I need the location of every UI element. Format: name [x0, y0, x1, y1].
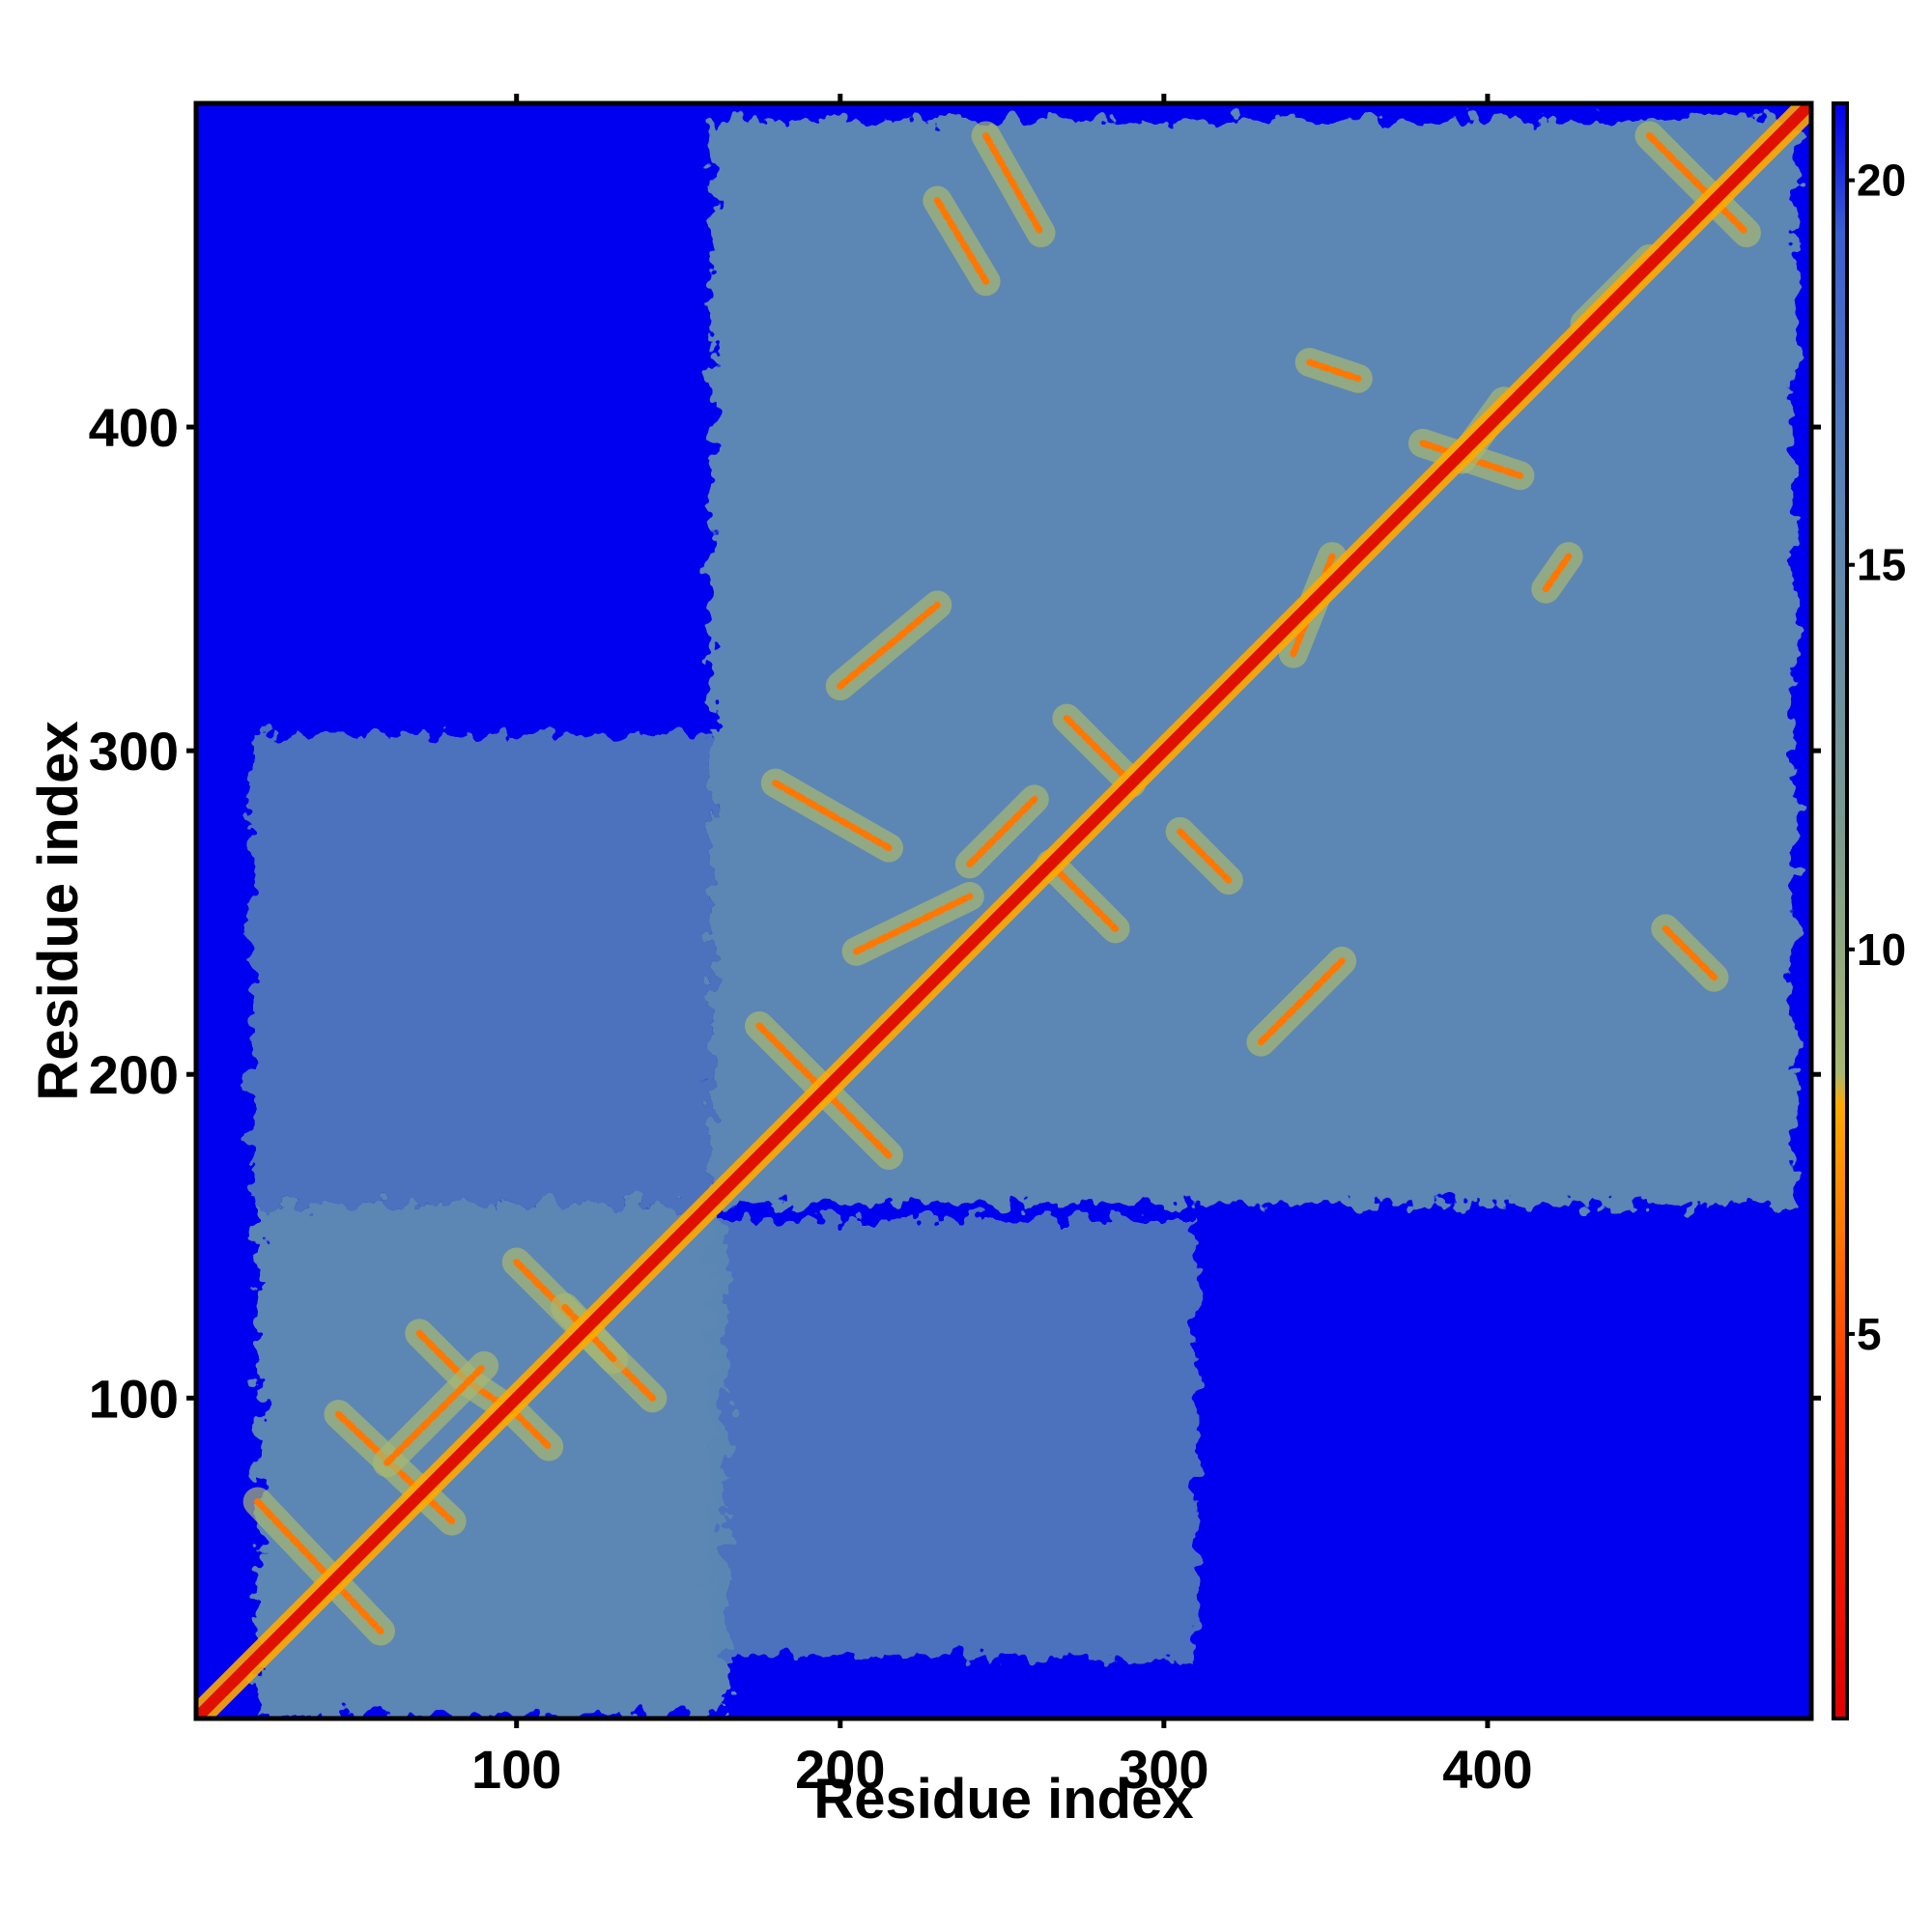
colorbar: 5 10 15 20 — [1832, 101, 1906, 1720]
heatmap-plot-area — [193, 100, 1814, 1721]
x-tick-label: 300 — [1119, 1739, 1208, 1800]
y-tick-label: 100 — [89, 1368, 179, 1429]
contact-line — [982, 132, 1045, 237]
inter-domain-patch — [250, 734, 711, 1205]
domain-region — [257, 1204, 727, 1716]
contact-line — [1047, 860, 1120, 932]
contact-line — [1645, 132, 1750, 237]
contact-line — [933, 197, 990, 285]
y-axis-title: Residue index — [27, 721, 90, 1100]
y-axis: 100 200 300 400 — [89, 397, 1821, 1429]
colorbar-gradient — [1833, 103, 1847, 1719]
colorbar-tick-label: 5 — [1857, 1309, 1882, 1359]
contact-line — [837, 601, 941, 690]
x-axis-title: Residue index — [813, 1768, 1193, 1831]
domain-regions — [250, 119, 1796, 1716]
contact-line — [1662, 924, 1718, 981]
contact-line — [384, 1362, 488, 1466]
inter-domain-patch — [710, 1219, 1197, 1658]
colorbar-ticks: 5 10 15 20 — [1847, 156, 1906, 1359]
colorbar-frame — [1832, 101, 1849, 1720]
x-tick-label: 200 — [795, 1739, 885, 1800]
x-axis: 100 200 300 400 — [471, 94, 1533, 1800]
contact-line — [415, 1329, 553, 1451]
contact-line — [1063, 715, 1135, 787]
contact-line — [853, 893, 974, 955]
x-tick-label: 400 — [1442, 1739, 1532, 1800]
diagonal-line — [196, 103, 1811, 1719]
contact-line — [1257, 957, 1346, 1046]
y-tick-label: 300 — [89, 721, 179, 781]
contact-line — [966, 795, 1038, 867]
y-tick-label: 400 — [89, 397, 179, 458]
colorbar-tick-label: 10 — [1857, 924, 1906, 975]
plot-frame — [193, 100, 1814, 1721]
contact-line — [772, 780, 893, 852]
colorbar-tick-label: 15 — [1857, 540, 1906, 590]
contact-line — [254, 1498, 384, 1635]
contact-line — [1306, 358, 1362, 383]
y-tick-label: 200 — [89, 1044, 179, 1105]
x-tick-label: 100 — [471, 1739, 561, 1800]
diagonal-band — [196, 103, 1811, 1719]
colorbar-tick-label: 20 — [1857, 156, 1906, 206]
contact-line — [1542, 553, 1573, 593]
contact-line — [1177, 828, 1233, 884]
